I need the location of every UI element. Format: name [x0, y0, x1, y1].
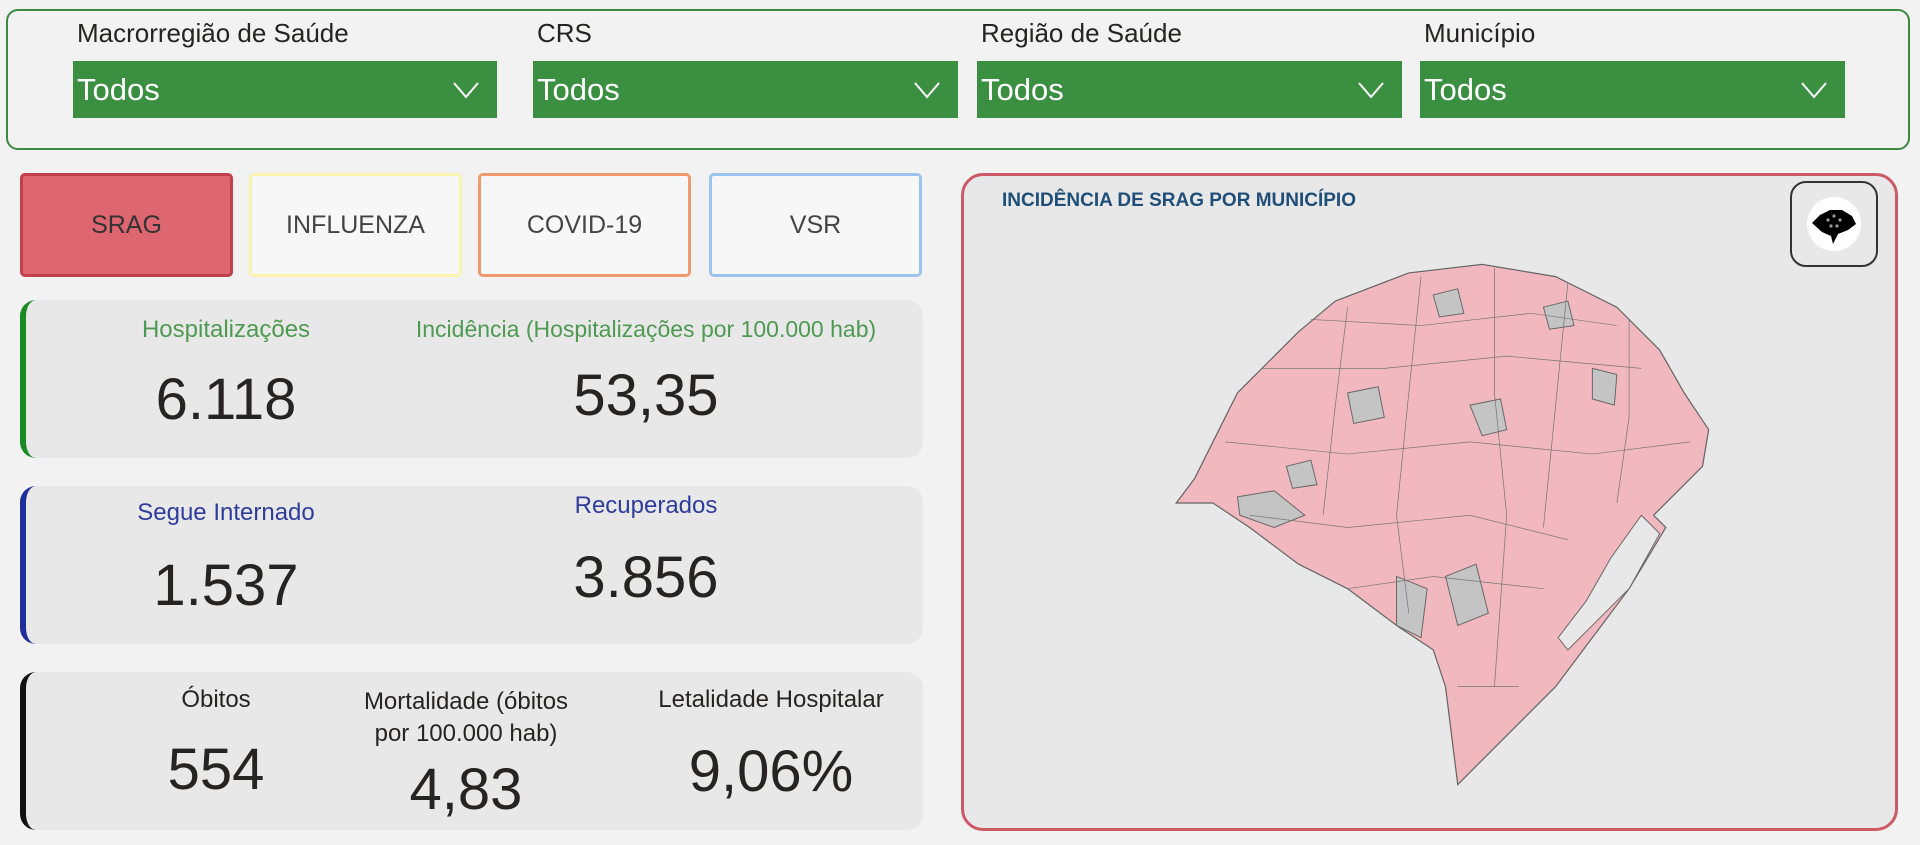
macrorregiao-dropdown[interactable]: Todos [73, 61, 497, 118]
map-title: INCIDÊNCIA DE SRAG POR MUNICÍPIO [1002, 190, 1356, 211]
filter-label-macrorregiao: Macrorregião de Saúde [77, 18, 349, 48]
mortalidade-label-line2: por 100.000 hab) [374, 720, 558, 747]
chevron-down-icon [453, 81, 479, 99]
regiao-dropdown[interactable]: Todos [977, 61, 1402, 118]
dropdown-value: Todos [1424, 71, 1507, 107]
segue-internado-label: Segue Internado [137, 499, 315, 526]
gray-municipalities [1236, 288, 1618, 639]
municipality-borders [1225, 268, 1691, 687]
hospitalizacoes-label: Hospitalizações [141, 316, 311, 343]
internacao-card: Segue Internado 1.537 Recuperados 3.856 [20, 486, 923, 644]
chevron-down-icon [1801, 81, 1827, 99]
obitos-card: Óbitos 554 Mortalidade (óbitos por 100.00… [20, 672, 923, 830]
letalidade-label: Letalidade Hospitalar [658, 686, 884, 713]
incidencia-value: 53,35 [573, 363, 719, 428]
influenza-button[interactable]: INFLUENZA [249, 173, 462, 277]
mortalidade-label-line1: Mortalidade (óbitos [363, 688, 569, 715]
rs-state-flag-icon [1807, 197, 1861, 251]
srag-button[interactable]: SRAG [20, 173, 233, 277]
covid19-button[interactable]: COVID-19 [478, 173, 691, 277]
state-view-button[interactable] [1790, 181, 1878, 267]
dropdown-value: Todos [981, 71, 1064, 107]
map-panel: INCIDÊNCIA DE SRAG POR MUNICÍPIO [961, 173, 1898, 831]
state-outline [1175, 263, 1710, 786]
hospitalizacoes-value: 6.118 [155, 367, 297, 432]
mortalidade-value: 4,83 [409, 757, 523, 822]
chevron-down-icon [1358, 81, 1384, 99]
segue-internado-value: 1.537 [153, 553, 299, 618]
obitos-label: Óbitos [181, 686, 251, 713]
recuperados-label: Recuperados [574, 492, 718, 519]
lagoa-dos-patos [1557, 514, 1661, 651]
filter-label-crs: CRS [537, 18, 592, 48]
municipality-map [1175, 263, 1710, 786]
crs-dropdown[interactable]: Todos [533, 61, 958, 118]
vsr-button[interactable]: VSR [709, 173, 922, 277]
filter-label-municipio: Município [1424, 18, 1536, 48]
obitos-value: 554 [167, 737, 265, 802]
recuperados-value: 3.856 [573, 545, 719, 610]
dropdown-value: Todos [537, 71, 620, 107]
municipio-dropdown[interactable]: Todos [1420, 61, 1845, 118]
mortalidade-label: Mortalidade (óbitos por 100.000 hab) [326, 686, 606, 750]
hospitalizacoes-card: Hospitalizações 6.118 Incidência (Hospit… [20, 300, 923, 458]
dropdown-value: Todos [77, 71, 160, 107]
incidencia-label: Incidência (Hospitalizações por 100.000 … [415, 316, 877, 342]
filter-label-regiao: Região de Saúde [981, 18, 1182, 48]
chevron-down-icon [914, 81, 940, 99]
letalidade-value: 9,06% [688, 739, 854, 804]
